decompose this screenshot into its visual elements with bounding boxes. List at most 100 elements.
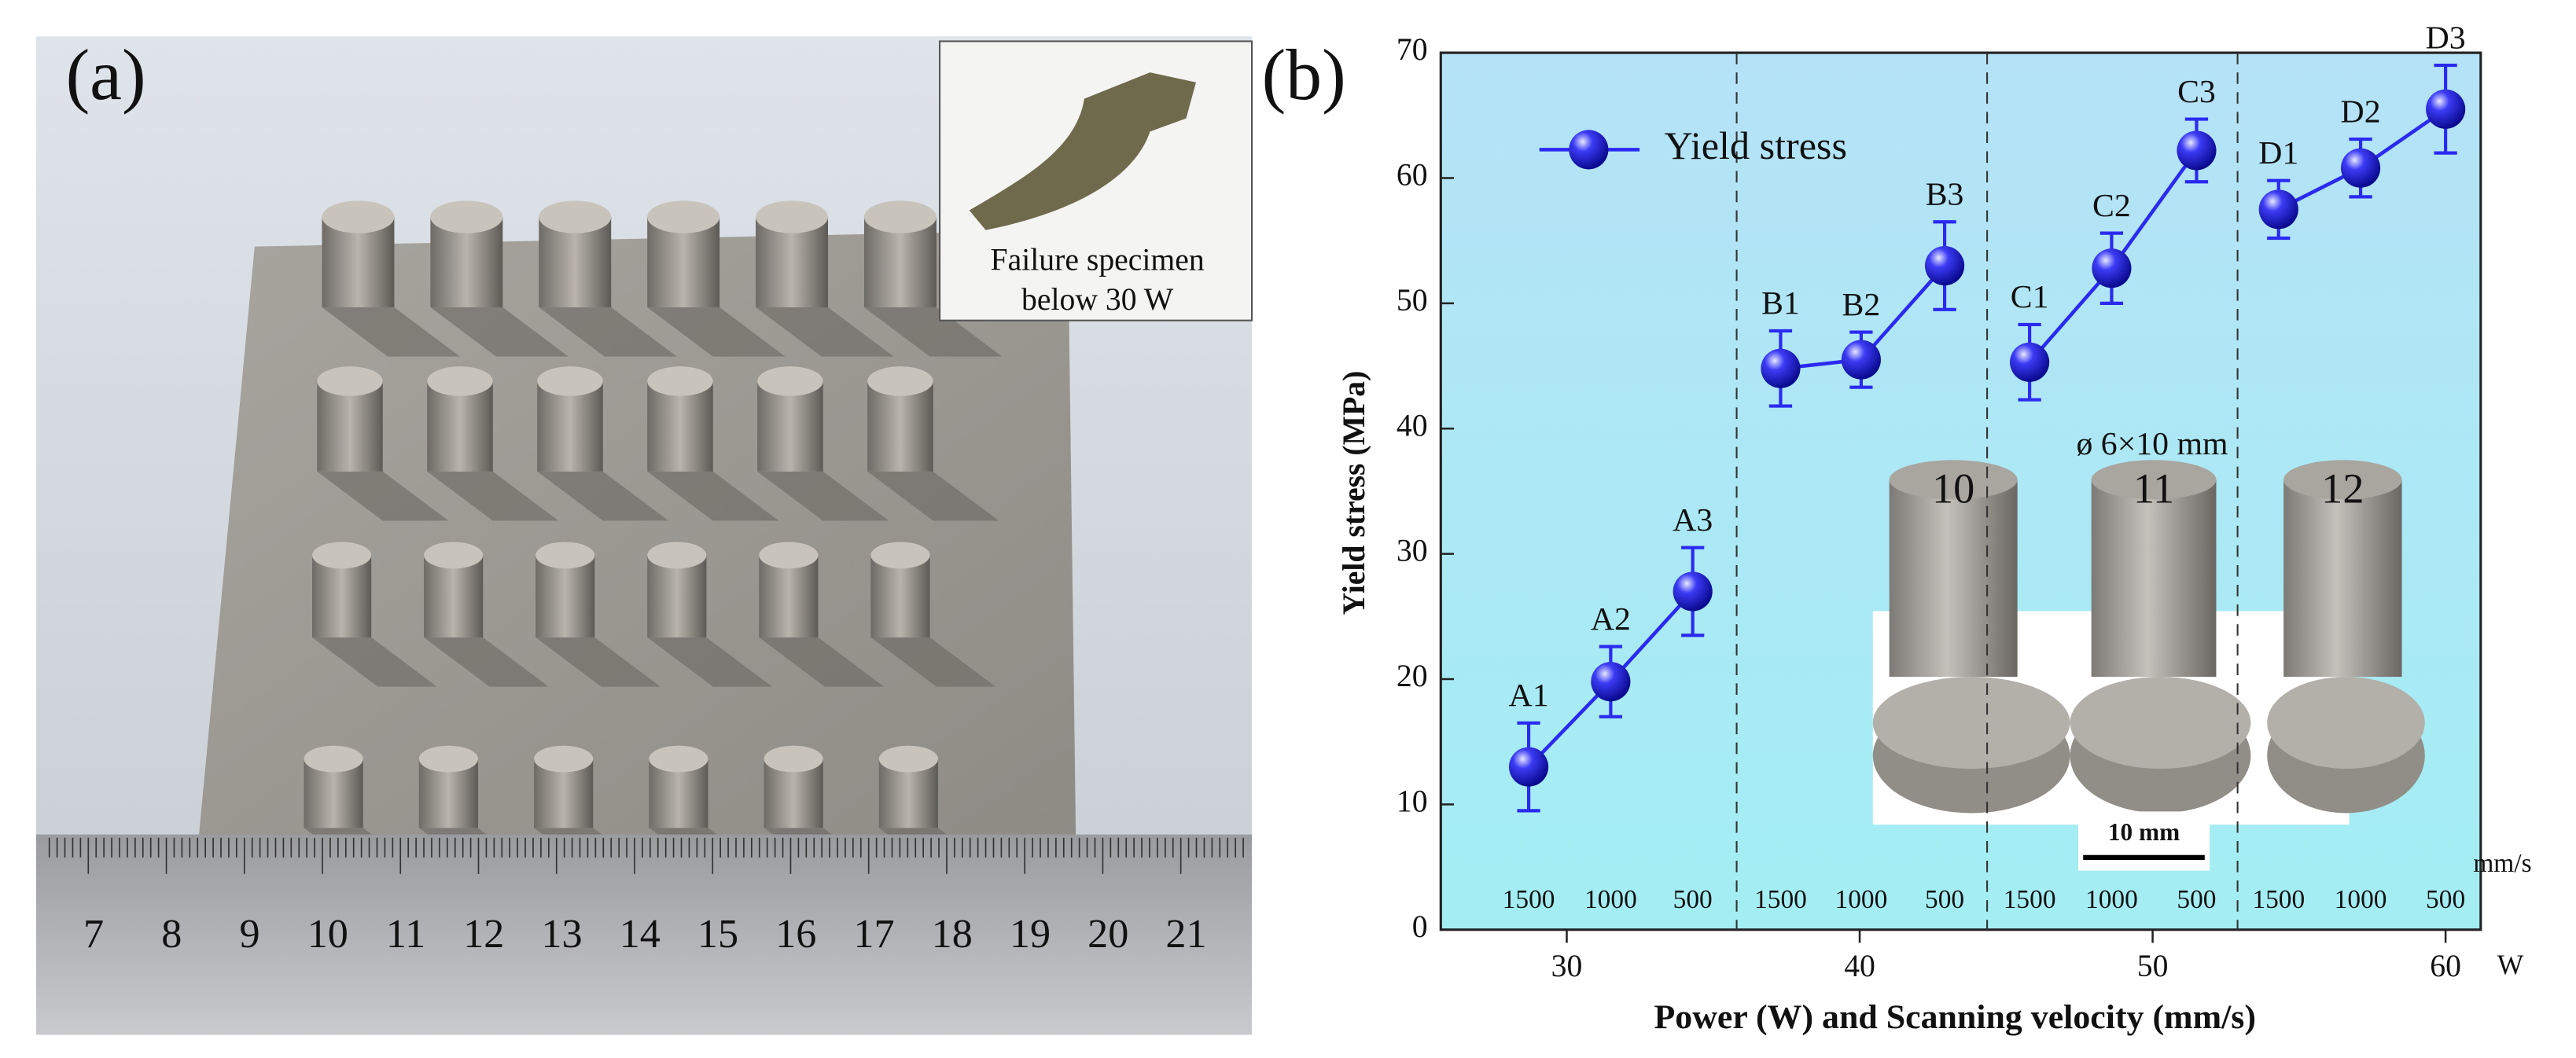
pin [535,555,595,637]
ruler-number: 7 [83,911,104,957]
point-label: A2 [1591,601,1631,637]
pin-top [870,542,930,569]
pin-shadow [870,637,996,687]
pin [757,380,823,472]
velocity-label: 1000 [2335,885,2387,914]
x-tick-label: 30 [1551,949,1583,983]
cylinder-top [2283,460,2402,500]
pin-shadow [757,471,889,521]
pin-shadow [311,637,437,687]
disc-top [1872,677,2070,770]
pin-top [537,366,603,396]
ruler-number: 15 [697,911,738,957]
inset-photo: 10 11 12 ø 6×10 mm 10 mm [1872,426,2425,871]
data-point [1591,662,1631,702]
point-label: A1 [1509,678,1549,714]
ruler-number: 17 [853,911,894,957]
pin-top [424,542,484,569]
ruler-number: 16 [775,911,816,957]
ruler-number: 19 [1010,911,1051,957]
legend-marker [1569,130,1609,170]
photo-panel: 7 8 9 10 11 12 13 14 15 16 17 18 19 20 21 Failure spec… [35,35,1253,1035]
ruler-scale: 7 8 9 10 11 12 13 14 15 16 17 18 19 20 21 [48,837,1244,957]
pin-shadow [430,307,569,357]
pin-shadow [322,307,460,357]
pin-top [304,745,363,773]
x-unit: W [2497,949,2524,980]
velocity-label: 1000 [1834,885,1887,914]
ruler-number: 8 [161,911,182,957]
cylinder [2091,479,2217,678]
panel-label: (a) [66,35,146,115]
point-label: B3 [1926,177,1964,213]
pin-top [647,542,707,569]
ruler-number: 21 [1165,911,1206,957]
pin-top [757,366,823,396]
ruler-number: 13 [541,911,582,957]
pin-top [759,542,819,569]
inset-caption: Failure specimen [991,243,1205,277]
ruler-number: 10 [307,911,348,957]
point-label: D3 [2426,20,2466,56]
pin-shadow [317,471,449,521]
velocity-label: 1500 [1503,885,1555,914]
pin-top [647,200,720,233]
pin-top [535,542,595,569]
pin-top [418,745,478,773]
pin-shadow [424,637,549,687]
data-point [1673,571,1713,612]
scale-label: 10 mm [2108,818,2180,846]
data-point [2092,248,2132,288]
point-label: C3 [2177,74,2216,110]
pin-top [322,200,395,233]
pin-shadow [427,471,559,521]
data-point [2258,189,2298,230]
x-axis-title: Power (W) and Scanning velocity (mm/s) [1654,998,2256,1036]
pin-shadow [537,471,669,521]
pin-shadow [535,637,661,687]
pin-shadow [867,471,999,521]
pin-top [430,200,503,233]
velocity-label: 1500 [1754,885,1807,914]
ruler-number: 11 [386,911,425,957]
pin [647,380,713,472]
ruler-number: 9 [240,911,260,957]
pin-top [539,200,612,233]
pin-top [647,366,713,396]
cylinder [1889,479,2018,678]
cylinder-top [2091,460,2217,500]
pin-shadow [539,307,677,357]
y-tick-label: 40 [1397,408,1428,443]
velocity-label: 1000 [1584,885,1637,914]
failed-specimen [969,72,1196,230]
specimen-label: 11 [2133,465,2174,512]
ruler-number: 12 [463,911,504,957]
scale-box [2077,811,2210,871]
y-tick-label: 30 [1397,534,1428,568]
velocity-label: 500 [2426,885,2465,914]
pin-top [867,366,933,396]
y-tick-label: 0 [1412,909,1428,944]
pin [317,380,383,472]
specimen-pins [304,200,1004,877]
data-point [1925,245,1965,286]
legend-label: Yield stress [1664,123,1847,167]
pin [537,380,603,472]
plot-frame [1439,51,2482,931]
inset-caption: below 30 W [1021,282,1174,317]
data-point [2177,130,2217,171]
pin-shadow [647,307,786,357]
cylinder-top [1889,460,2018,500]
pin-top [756,200,828,233]
base-plate [197,230,1076,854]
point-label: A3 [1673,502,1713,538]
disc-top [2267,677,2425,770]
point-label: C1 [2011,279,2049,315]
specimen-label: 12 [2321,465,2364,512]
pin-top [649,745,708,773]
velocity-label: 1500 [2252,885,2305,914]
pin [870,555,930,637]
pin-top [534,745,594,773]
point-label: B2 [1842,287,1881,323]
